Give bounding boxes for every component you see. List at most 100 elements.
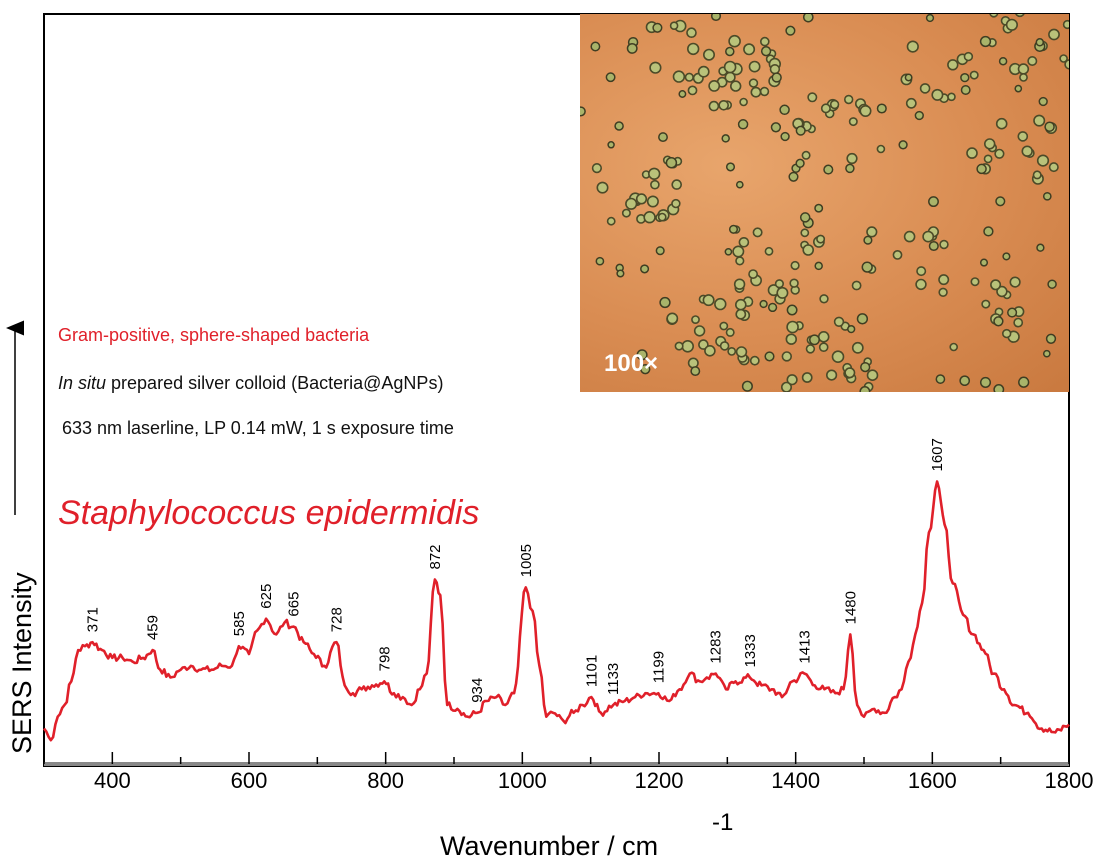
- bacterium-cell: [771, 72, 782, 83]
- x-tick-label: 1600: [908, 768, 957, 793]
- bacterium-cell: [735, 308, 747, 320]
- bacterium-cell: [759, 299, 768, 309]
- bacterium-cell: [1005, 18, 1019, 31]
- bacterium-cell: [1059, 54, 1068, 63]
- bacterium-cell: [983, 154, 993, 164]
- bacterium-cell: [817, 330, 830, 343]
- bacterium-cell: [959, 375, 971, 387]
- bacterium-cell: [743, 43, 756, 56]
- bacterium-cell: [671, 198, 681, 209]
- bacterium-cell: [993, 316, 1004, 327]
- x-axis-unit-superscript: -1: [712, 809, 733, 836]
- bacterium-cell: [801, 150, 811, 160]
- bacterium-cell: [989, 14, 999, 18]
- bacterium-cell: [935, 374, 946, 384]
- bacterium-cell: [595, 256, 605, 266]
- bacterium-cell: [816, 234, 826, 244]
- bacterium-cell: [1045, 333, 1057, 344]
- bacterium-cell: [748, 60, 761, 73]
- bacterium-cell: [807, 92, 818, 103]
- bacterium-cell: [724, 247, 733, 256]
- bacterium-cell: [1002, 252, 1011, 261]
- bacterium-cell: [800, 228, 810, 238]
- bacterium-cell: [831, 350, 845, 364]
- bacterium-cell: [979, 35, 992, 48]
- bacterium-cell: [728, 224, 739, 234]
- bacterium-cell: [614, 121, 624, 131]
- bacterium-cell: [969, 70, 979, 80]
- bacterium-cell: [735, 346, 748, 358]
- bacterium-cell: [625, 197, 638, 210]
- bacterium-cell: [795, 125, 806, 136]
- bacterium-cell: [733, 278, 746, 290]
- bacterium-cell: [748, 78, 759, 88]
- peak-label: 459: [145, 615, 162, 640]
- bacterium-cell: [949, 342, 959, 352]
- bacterium-cell: [698, 339, 709, 350]
- bacterium-cell: [686, 42, 700, 56]
- bacterium-cell: [741, 380, 753, 392]
- bacterium-cell: [795, 158, 805, 168]
- bacterium-cell: [818, 342, 829, 353]
- x-tick-label: 600: [231, 768, 268, 793]
- bacterium-cell: [616, 269, 625, 278]
- bacterium-cell: [725, 162, 736, 172]
- bacterium-cell: [903, 230, 916, 243]
- bacterium-cell: [786, 304, 798, 316]
- bacterium-cell: [809, 334, 820, 346]
- bacterium-cell: [1009, 276, 1021, 288]
- bacterium-cell: [833, 316, 845, 327]
- bacterium-cell: [1017, 63, 1030, 75]
- bacterium-cell: [802, 14, 814, 23]
- bacterium-cell: [739, 97, 748, 107]
- bacterium-cell: [723, 60, 737, 74]
- bacterium-cell: [904, 73, 913, 82]
- bacterium-cell: [856, 313, 869, 325]
- bacterium-cell: [805, 344, 816, 354]
- bacterium-cell: [730, 80, 742, 92]
- bacterium-cell: [669, 21, 679, 30]
- laser-note: 633 nm laserline, LP 0.14 mW, 1 s exposu…: [62, 418, 454, 438]
- bacterium-cell: [1032, 170, 1042, 180]
- bacterium-cell: [764, 351, 775, 362]
- bacterium-cell: [646, 195, 659, 208]
- x-tick-label: 1000: [498, 768, 547, 793]
- bacterium-cell: [591, 163, 602, 174]
- bacterium-cell: [996, 285, 1008, 298]
- colloid-note-text: prepared silver colloid (Bacteria@AgNPs): [106, 373, 444, 393]
- bacterium-cell: [693, 325, 706, 337]
- bacterium-cell: [781, 351, 793, 362]
- x-axis-title: Wavenumber / cm -1: [440, 809, 733, 861]
- bacterium-cell: [626, 42, 638, 54]
- bacterium-cell: [781, 381, 792, 392]
- x-tick-label: 400: [94, 768, 131, 793]
- bacterium-cell: [605, 72, 616, 83]
- bacterium-cell: [635, 193, 648, 205]
- bacterium-cell: [785, 333, 798, 345]
- bacterium-cell: [760, 46, 772, 57]
- x-axis-tick-labels: 400 600 800 1000 1200 1400 1600 1800: [94, 768, 1094, 793]
- bacterium-cell: [691, 315, 700, 324]
- bacterium-cell: [820, 103, 831, 114]
- bacterium-cell: [922, 230, 935, 243]
- bacterium-cell: [770, 122, 782, 133]
- bacterium-cell: [939, 239, 949, 250]
- bacterium-cell: [776, 286, 789, 299]
- bacterium-cell: [703, 48, 716, 61]
- peak-label: 1005: [518, 544, 535, 577]
- bacterium-cell: [914, 110, 924, 121]
- bacterium-cell: [678, 90, 687, 98]
- series-line-sers-spectrum: [42, 480, 1070, 742]
- bacterium-cell: [697, 65, 710, 78]
- bacterium-cell: [919, 83, 931, 94]
- bacterium-cell: [647, 167, 661, 181]
- bacterium-cell: [859, 105, 872, 118]
- peak-label: 1413: [797, 630, 814, 663]
- bacterium-cell: [750, 86, 762, 98]
- x-tick-label: 1400: [771, 768, 820, 793]
- bacterium-cell: [984, 138, 996, 150]
- bacterium-cell: [938, 274, 950, 286]
- x-tick-label: 1200: [635, 768, 684, 793]
- microscopy-inset: 100×: [580, 14, 1069, 392]
- bacterium-cell: [786, 374, 798, 386]
